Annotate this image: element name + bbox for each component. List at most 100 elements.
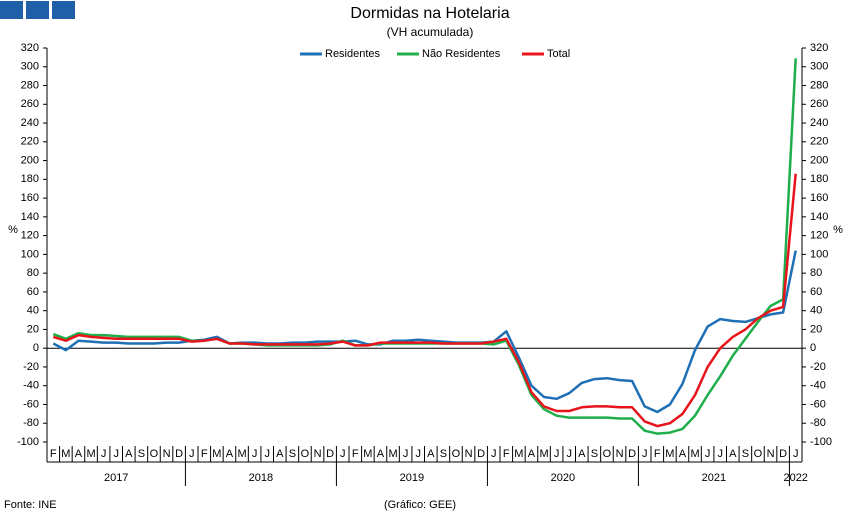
- x-tick-label: S: [138, 448, 145, 460]
- year-label: 2017: [104, 472, 128, 484]
- legend-label: Total: [547, 48, 570, 60]
- x-tick-label: J: [252, 448, 258, 460]
- x-tick-label: N: [465, 448, 473, 460]
- y-tick-label: 300: [21, 61, 39, 73]
- x-tick-label: J: [189, 448, 195, 460]
- y-tick-label: 100: [21, 248, 39, 260]
- x-tick-label: M: [86, 448, 95, 460]
- x-tick-label: S: [440, 448, 447, 460]
- y-tick-label: -20: [23, 361, 39, 373]
- y2-tick-label: -40: [810, 380, 826, 392]
- x-tick-label: J: [717, 448, 723, 460]
- y-tick-label: 60: [27, 286, 39, 298]
- x-tick-label: M: [514, 448, 523, 460]
- year-label: 2022: [783, 472, 807, 484]
- x-tick-label: O: [150, 448, 159, 460]
- y2-tick-label: -20: [810, 361, 826, 373]
- x-tick-label: F: [201, 448, 208, 460]
- x-tick-label: M: [388, 448, 397, 460]
- x-tick-label: O: [452, 448, 461, 460]
- y-tick-label: 200: [21, 154, 39, 166]
- y2-tick-label: 160: [810, 192, 828, 204]
- year-label: 2021: [702, 472, 726, 484]
- x-tick-label: A: [528, 448, 536, 460]
- y2-tick-label: 180: [810, 173, 828, 185]
- y2-tick-label: 80: [810, 267, 822, 279]
- y-tick-label: 120: [21, 230, 39, 242]
- x-tick-label: F: [503, 448, 510, 460]
- logo-block: [0, 1, 23, 19]
- y-tick-label: -60: [23, 398, 39, 410]
- x-tick-label: J: [415, 448, 421, 460]
- year-label: 2018: [249, 472, 273, 484]
- x-tick-label: S: [742, 448, 749, 460]
- y-tick-label: 20: [27, 323, 39, 335]
- x-tick-label: S: [289, 448, 296, 460]
- series-line: [52, 173, 797, 428]
- y-tick-label: 320: [21, 42, 39, 54]
- y-tick-label: 260: [21, 98, 39, 110]
- y2-tick-label: 220: [810, 136, 828, 148]
- year-label: 2020: [551, 472, 575, 484]
- source: Fonte: INE: [4, 499, 57, 511]
- y2-tick-label: -100: [810, 436, 832, 448]
- y-tick-label: 140: [21, 211, 39, 223]
- x-tick-label: J: [642, 448, 648, 460]
- y-tick-label: 160: [21, 192, 39, 204]
- x-tick-label: D: [779, 448, 787, 460]
- x-tick-label: N: [616, 448, 624, 460]
- logo-block: [26, 1, 49, 19]
- x-tick-label: A: [679, 448, 687, 460]
- y2-tick-label: 0: [810, 342, 816, 354]
- series-line: [52, 250, 797, 414]
- y2-tick-label: -60: [810, 398, 826, 410]
- y2-tick-label: 320: [810, 42, 828, 54]
- y2-tick-label: 120: [810, 230, 828, 242]
- legend-label: Residentes: [325, 48, 381, 60]
- x-tick-label: J: [554, 448, 560, 460]
- x-tick-label: A: [578, 448, 586, 460]
- x-tick-label: F: [654, 448, 661, 460]
- y2-tick-label: 140: [810, 211, 828, 223]
- x-tick-label: S: [591, 448, 598, 460]
- x-tick-label: A: [75, 448, 83, 460]
- y2-tick-label: 40: [810, 305, 822, 317]
- y2-tick-label: 300: [810, 61, 828, 73]
- logo-block: [52, 1, 75, 19]
- x-tick-label: N: [767, 448, 775, 460]
- x-tick-label: N: [314, 448, 322, 460]
- y-tick-label: -100: [17, 436, 39, 448]
- y2-axis-label: %: [833, 224, 843, 236]
- credit: (Gráfico: GEE): [384, 499, 456, 511]
- x-tick-label: M: [212, 448, 221, 460]
- x-tick-label: D: [628, 448, 636, 460]
- y-tick-label: -40: [23, 380, 39, 392]
- y2-tick-label: 200: [810, 154, 828, 166]
- x-tick-label: A: [226, 448, 234, 460]
- y2-tick-label: 20: [810, 323, 822, 335]
- x-tick-label: D: [175, 448, 183, 460]
- x-tick-label: A: [377, 448, 385, 460]
- x-tick-label: N: [163, 448, 171, 460]
- x-tick-label: J: [566, 448, 572, 460]
- y2-tick-label: 60: [810, 286, 822, 298]
- x-tick-label: J: [403, 448, 409, 460]
- chart-subtitle: (VH acumulada): [387, 25, 474, 39]
- y-tick-label: 220: [21, 136, 39, 148]
- y-tick-label: 240: [21, 117, 39, 129]
- x-tick-label: J: [113, 448, 119, 460]
- y2-tick-label: -80: [810, 417, 826, 429]
- x-tick-label: D: [326, 448, 334, 460]
- y-tick-label: 0: [33, 342, 39, 354]
- legend-label: Não Residentes: [422, 48, 501, 60]
- y-tick-label: 40: [27, 305, 39, 317]
- x-tick-label: F: [50, 448, 57, 460]
- x-tick-label: M: [690, 448, 699, 460]
- x-tick-label: M: [363, 448, 372, 460]
- x-tick-label: J: [340, 448, 346, 460]
- x-tick-label: O: [603, 448, 612, 460]
- y-tick-label: -80: [23, 417, 39, 429]
- y2-tick-label: 260: [810, 98, 828, 110]
- x-tick-label: J: [491, 448, 497, 460]
